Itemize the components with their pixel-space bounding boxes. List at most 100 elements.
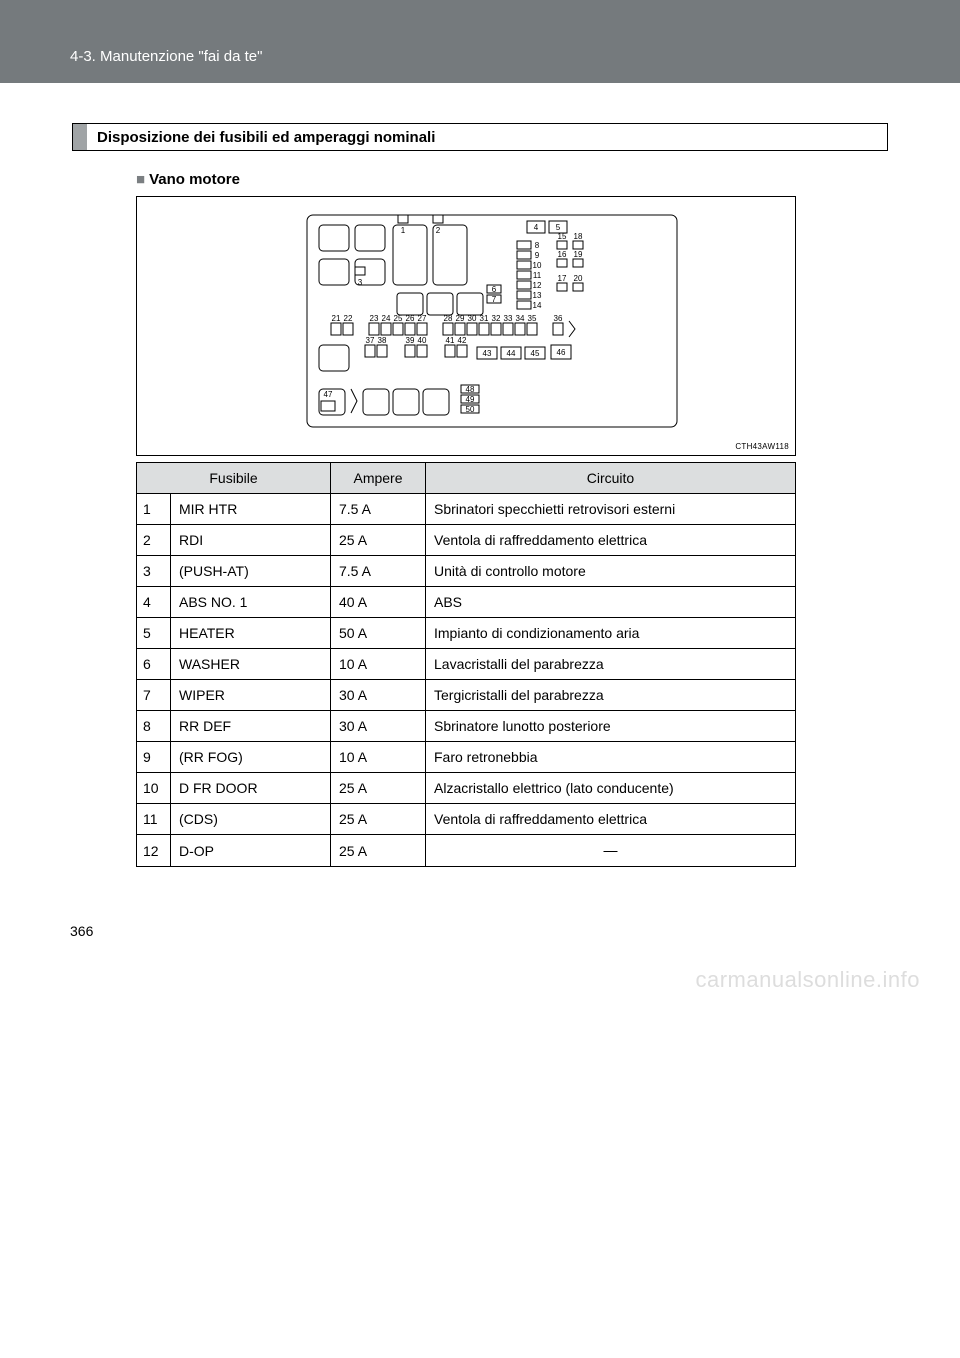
fuse-amp: 40 A bbox=[331, 587, 426, 618]
fuse-amp: 25 A bbox=[331, 525, 426, 556]
fuse-circuit: Alzacristallo elettrico (lato conducente… bbox=[426, 773, 796, 804]
svg-text:33: 33 bbox=[504, 314, 513, 323]
subsection-label: Vano motore bbox=[149, 171, 240, 188]
table-row: 2RDI25 AVentola di raffreddamento elettr… bbox=[137, 525, 796, 556]
fuse-number: 12 bbox=[137, 835, 171, 867]
fuse-name: (RR FOG) bbox=[171, 742, 331, 773]
svg-text:15: 15 bbox=[558, 232, 567, 241]
fuse-circuit: Sbrinatori specchietti retrovisori ester… bbox=[426, 494, 796, 525]
fuse-number: 1 bbox=[137, 494, 171, 525]
svg-text:35: 35 bbox=[528, 314, 537, 323]
breadcrumb: 4-3. Manutenzione "fai da te" bbox=[70, 48, 262, 65]
fuse-name: D-OP bbox=[171, 835, 331, 867]
svg-text:40: 40 bbox=[418, 336, 427, 345]
svg-text:9: 9 bbox=[535, 251, 540, 260]
svg-text:13: 13 bbox=[533, 291, 542, 300]
fuse-number: 8 bbox=[137, 711, 171, 742]
section-title: Disposizione dei fusibili ed amperaggi n… bbox=[87, 124, 445, 150]
col-amp: Ampere bbox=[331, 463, 426, 494]
svg-text:8: 8 bbox=[535, 241, 540, 250]
table-row: 7WIPER30 ATergicristalli del parabrezza bbox=[137, 680, 796, 711]
fuse-amp: 7.5 A bbox=[331, 556, 426, 587]
fuse-circuit: Sbrinatore lunotto posteriore bbox=[426, 711, 796, 742]
svg-text:45: 45 bbox=[531, 349, 540, 358]
svg-text:37: 37 bbox=[366, 336, 375, 345]
col-fuse: Fusibile bbox=[137, 463, 331, 494]
fuse-amp: 25 A bbox=[331, 835, 426, 867]
svg-text:6: 6 bbox=[492, 285, 497, 294]
svg-text:10: 10 bbox=[533, 261, 542, 270]
svg-text:36: 36 bbox=[554, 314, 563, 323]
fuse-amp: 25 A bbox=[331, 804, 426, 835]
svg-text:44: 44 bbox=[507, 349, 516, 358]
fuse-diagram: 12 3 45 67 8910 11121314 1518 1619 1720 … bbox=[136, 196, 796, 456]
fuse-number: 3 bbox=[137, 556, 171, 587]
svg-text:34: 34 bbox=[516, 314, 525, 323]
fuse-number: 4 bbox=[137, 587, 171, 618]
fuse-name: RR DEF bbox=[171, 711, 331, 742]
fuse-circuit: ⎯⎯ bbox=[426, 835, 796, 867]
svg-text:38: 38 bbox=[378, 336, 387, 345]
svg-text:18: 18 bbox=[574, 232, 583, 241]
fuse-name: HEATER bbox=[171, 618, 331, 649]
svg-text:19: 19 bbox=[574, 250, 583, 259]
fuse-number: 10 bbox=[137, 773, 171, 804]
table-header-row: Fusibile Ampere Circuito bbox=[137, 463, 796, 494]
svg-text:20: 20 bbox=[574, 274, 583, 283]
svg-text:39: 39 bbox=[406, 336, 415, 345]
svg-text:42: 42 bbox=[458, 336, 467, 345]
page-number: 366 bbox=[70, 923, 960, 939]
fuse-name: WASHER bbox=[171, 649, 331, 680]
fuse-amp: 10 A bbox=[331, 742, 426, 773]
fuse-amp: 25 A bbox=[331, 773, 426, 804]
table-row: 3(PUSH-AT)7.5 AUnità di controllo motore bbox=[137, 556, 796, 587]
section-title-tab bbox=[73, 124, 87, 150]
fuse-amp: 7.5 A bbox=[331, 494, 426, 525]
svg-text:25: 25 bbox=[394, 314, 403, 323]
fuse-number: 9 bbox=[137, 742, 171, 773]
fuse-circuit: ABS bbox=[426, 587, 796, 618]
fuse-name: (PUSH-AT) bbox=[171, 556, 331, 587]
svg-text:23: 23 bbox=[370, 314, 379, 323]
fuse-amp: 30 A bbox=[331, 680, 426, 711]
svg-text:3: 3 bbox=[358, 278, 363, 287]
fuse-number: 7 bbox=[137, 680, 171, 711]
section-title-bar: Disposizione dei fusibili ed amperaggi n… bbox=[72, 123, 888, 151]
svg-text:2: 2 bbox=[436, 226, 441, 235]
svg-text:49: 49 bbox=[466, 395, 475, 404]
fuse-number: 5 bbox=[137, 618, 171, 649]
svg-text:24: 24 bbox=[382, 314, 391, 323]
square-bullet-icon: ■ bbox=[136, 171, 145, 188]
fuse-circuit: Tergicristalli del parabrezza bbox=[426, 680, 796, 711]
fuse-circuit: Faro retronebbia bbox=[426, 742, 796, 773]
svg-text:32: 32 bbox=[492, 314, 501, 323]
fuse-name: MIR HTR bbox=[171, 494, 331, 525]
page-content: Disposizione dei fusibili ed amperaggi n… bbox=[0, 83, 960, 867]
diagram-code: CTH43AW118 bbox=[735, 442, 789, 451]
svg-text:11: 11 bbox=[533, 271, 542, 280]
fuse-amp: 30 A bbox=[331, 711, 426, 742]
fuse-name: D FR DOOR bbox=[171, 773, 331, 804]
table-row: 1MIR HTR7.5 ASbrinatori specchietti retr… bbox=[137, 494, 796, 525]
svg-text:5: 5 bbox=[556, 223, 561, 232]
svg-text:41: 41 bbox=[446, 336, 455, 345]
svg-text:14: 14 bbox=[533, 301, 542, 310]
subsection-heading: ■Vano motore bbox=[136, 171, 888, 188]
svg-text:12: 12 bbox=[533, 281, 542, 290]
fuse-amp: 10 A bbox=[331, 649, 426, 680]
svg-text:26: 26 bbox=[406, 314, 415, 323]
table-row: 11(CDS)25 AVentola di raffreddamento ele… bbox=[137, 804, 796, 835]
fuse-circuit: Ventola di raffreddamento elettrica bbox=[426, 525, 796, 556]
svg-text:27: 27 bbox=[418, 314, 427, 323]
table-row: 8RR DEF30 ASbrinatore lunotto posteriore bbox=[137, 711, 796, 742]
table-row: 4ABS NO. 140 AABS bbox=[137, 587, 796, 618]
table-row: 6WASHER10 ALavacristalli del parabrezza bbox=[137, 649, 796, 680]
svg-text:31: 31 bbox=[480, 314, 489, 323]
fuse-circuit: Ventola di raffreddamento elettrica bbox=[426, 804, 796, 835]
svg-text:47: 47 bbox=[324, 390, 333, 399]
fuse-number: 2 bbox=[137, 525, 171, 556]
svg-text:46: 46 bbox=[557, 348, 566, 357]
svg-text:29: 29 bbox=[456, 314, 465, 323]
svg-text:7: 7 bbox=[492, 295, 497, 304]
svg-text:50: 50 bbox=[466, 405, 475, 414]
